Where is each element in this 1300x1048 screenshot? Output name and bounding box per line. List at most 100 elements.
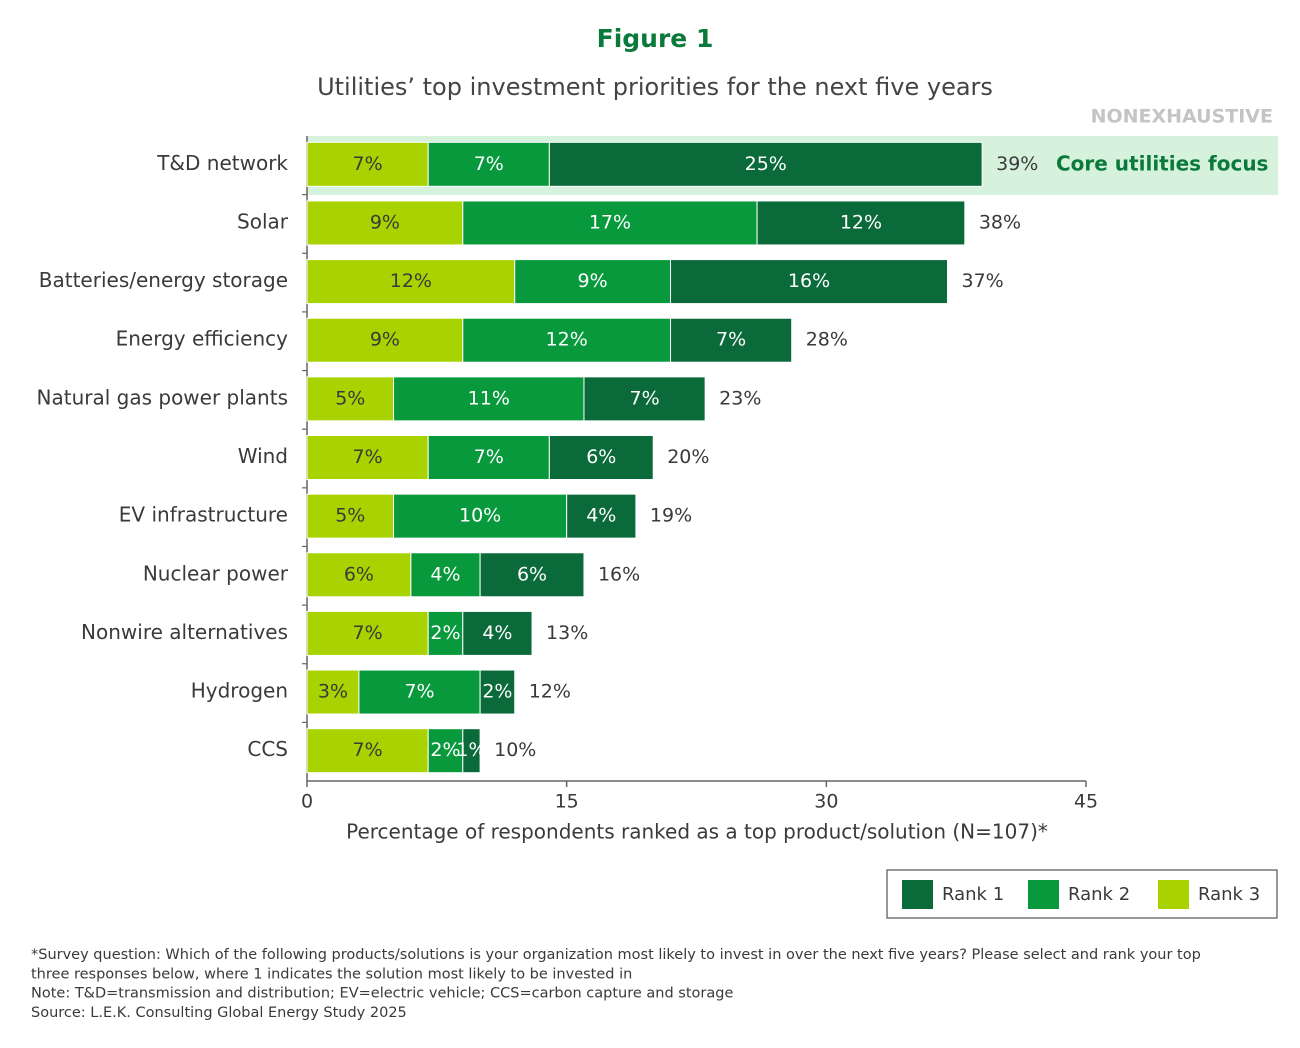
annotation: Core utilities focus (1056, 152, 1268, 176)
footnote: *Survey question: Which of the following… (31, 947, 1201, 963)
segment-label: 7% (353, 153, 383, 175)
bar-segment (306, 259, 516, 305)
bar-segment (306, 141, 429, 187)
total-label: 38% (979, 211, 1021, 233)
x-tick-label: 15 (555, 791, 579, 813)
segment-label: 9% (370, 329, 400, 351)
category-label: Solar (237, 209, 289, 233)
bar-segment (462, 610, 533, 656)
x-tick-label: 30 (814, 791, 838, 813)
segment-label: 5% (335, 505, 365, 527)
segment-label: 2% (430, 622, 460, 644)
bar-segment (306, 610, 429, 656)
category-label: Nuclear power (143, 561, 289, 585)
total-label: 19% (650, 505, 692, 527)
category-label: Wind (238, 444, 288, 468)
segment-label: 7% (474, 446, 504, 468)
total-label: 37% (962, 270, 1004, 292)
segment-label: 10% (459, 505, 501, 527)
bar-segment (427, 435, 550, 480)
bar-segment (583, 376, 706, 422)
bar-segment (306, 493, 395, 539)
tag: NONEXHAUSTIVE (1091, 106, 1273, 128)
segment-label: 6% (517, 563, 547, 585)
category-label: T&D network (156, 151, 288, 175)
legend-label: Rank 2 (1068, 884, 1130, 905)
bar-segment (358, 669, 481, 715)
bar-segment (462, 200, 758, 246)
total-label: 28% (806, 329, 848, 351)
bar-segment (670, 317, 793, 363)
segment-label: 9% (578, 270, 608, 292)
footnote: Note: T&D=transmission and distribution;… (31, 986, 733, 1002)
bar-segment (306, 435, 429, 480)
segment-label: 2% (482, 681, 512, 703)
legend-swatch (902, 880, 933, 909)
segment-label: 7% (353, 622, 383, 644)
x-tick-label: 0 (301, 791, 313, 813)
segment-label: 7% (629, 387, 659, 409)
segment-label: 12% (390, 270, 432, 292)
segment-label: 11% (468, 387, 510, 409)
bar-segment (393, 493, 568, 539)
footnote: Source: L.E.K. Consulting Global Energy … (31, 1005, 407, 1021)
segment-label: 12% (840, 211, 882, 233)
segment-label: 9% (370, 211, 400, 233)
bar-segment (670, 259, 949, 305)
bar-segment (393, 376, 585, 422)
total-label: 10% (494, 739, 536, 761)
segment-label: 6% (586, 446, 616, 468)
legend-label: Rank 1 (942, 884, 1004, 905)
bar-segment (462, 317, 672, 363)
legend-label: Rank 3 (1198, 884, 1260, 905)
bar-segment (427, 141, 550, 187)
bar-segment (548, 141, 983, 187)
bar-segment (306, 552, 412, 598)
segment-label: 7% (353, 446, 383, 468)
legend-swatch (1028, 880, 1059, 909)
segment-label: 1% (456, 739, 486, 761)
bar-segment (479, 669, 516, 715)
segment-label: 5% (335, 387, 365, 409)
category-label: Batteries/energy storage (39, 268, 288, 292)
segment-label: 6% (344, 563, 374, 585)
chart-subtitle: Utilities’ top investment priorities for… (317, 73, 993, 101)
total-label: 13% (546, 622, 588, 644)
bar-segment (306, 376, 395, 422)
bar-segment (756, 200, 966, 246)
category-label: Natural gas power plants (37, 385, 288, 409)
segment-label: 12% (546, 329, 588, 351)
segment-label: 3% (318, 681, 348, 703)
segment-label: 7% (353, 739, 383, 761)
segment-label: 7% (474, 153, 504, 175)
category-label: EV infrastructure (119, 503, 288, 527)
legend-box (886, 869, 1278, 919)
category-label: Hydrogen (191, 679, 288, 703)
total-label: 39% (996, 153, 1038, 175)
bar-segment (306, 317, 464, 363)
bar-segment (306, 200, 464, 246)
segment-label: 25% (745, 153, 787, 175)
segment-label: 4% (482, 622, 512, 644)
segment-label: 7% (716, 329, 746, 351)
category-label: Nonwire alternatives (81, 620, 288, 644)
bar-segment (514, 259, 672, 305)
x-tick-label: 45 (1074, 791, 1098, 813)
total-label: 16% (598, 563, 640, 585)
bar-segment (566, 493, 637, 539)
footnote: three responses below, where 1 indicates… (31, 966, 632, 982)
total-label: 23% (719, 387, 761, 409)
bar-segment (306, 728, 429, 774)
total-label: 20% (667, 446, 709, 468)
x-axis-label: Percentage of respondents ranked as a to… (346, 820, 1048, 844)
bar-segment (427, 610, 464, 656)
bar-segment (548, 435, 654, 480)
chart-title: Figure 1 (597, 24, 714, 53)
category-label: CCS (247, 737, 288, 761)
segment-label: 7% (404, 681, 434, 703)
segment-label: 4% (586, 505, 616, 527)
segment-label: 16% (788, 270, 830, 292)
segment-label: 4% (430, 563, 460, 585)
category-label: Energy efficiency (116, 327, 289, 351)
